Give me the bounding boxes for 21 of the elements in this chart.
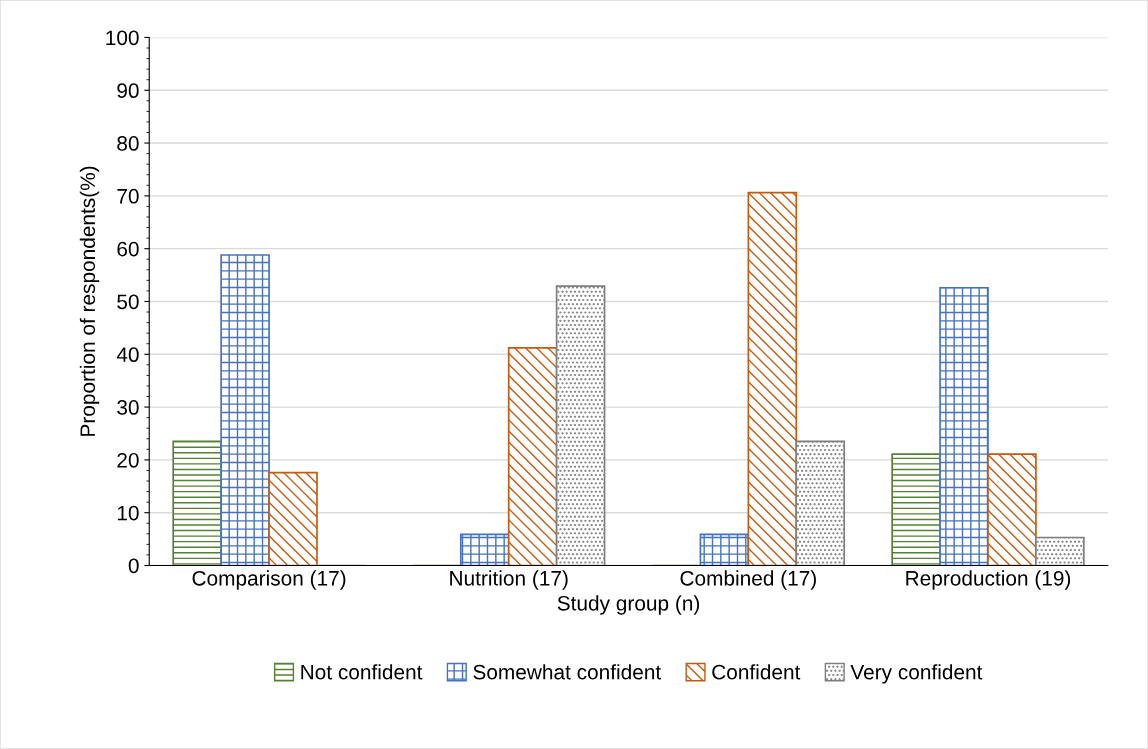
x-tick-label: Combined (17) (680, 570, 816, 590)
legend-label: Not confident (301, 664, 423, 680)
legend-label: Confident (712, 664, 801, 680)
y-tick-label: 0 (128, 558, 139, 574)
x-tick-label: Reproduction (19) (906, 570, 1071, 590)
legend-label: Very confident (850, 664, 983, 684)
y-tick-label: 80 (117, 136, 139, 151)
y-tick-label: 70 (117, 188, 139, 204)
y-tick-label: 30 (117, 400, 139, 415)
y-tick-label: 90 (117, 83, 139, 99)
x-axis-title: Study group (n) (557, 595, 700, 615)
y-tick-label: 50 (117, 294, 139, 310)
x-tick-label: Comparison (17) (192, 570, 346, 590)
x-tick-label: Nutrition (17) (450, 570, 568, 590)
y-tick-label: 100 (106, 30, 139, 46)
y-axis-title: Proportion of respondents(%) (79, 166, 100, 436)
y-tick-label: 40 (116, 347, 139, 363)
y-tick-label: 20 (117, 452, 139, 468)
y-tick-label: 10 (117, 505, 139, 521)
legend-label: Somewhat confident (473, 664, 662, 680)
y-tick-label: 60 (117, 241, 139, 257)
